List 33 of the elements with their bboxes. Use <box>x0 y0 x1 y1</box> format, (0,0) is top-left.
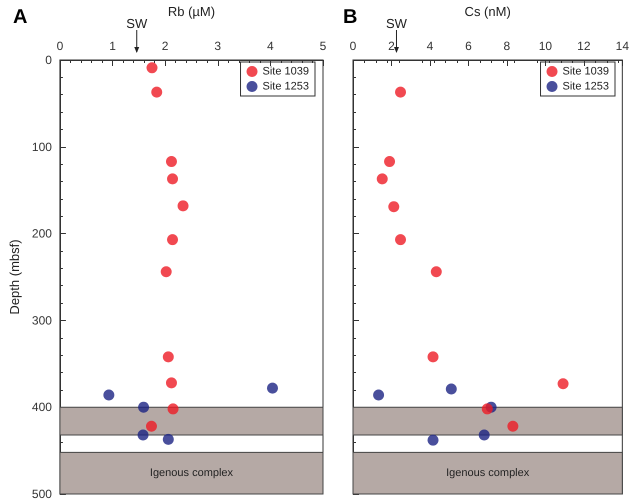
x-tick-label: 2 <box>388 39 396 53</box>
x-tick-label: 0 <box>350 39 357 53</box>
band-label: Igenous complex <box>150 467 234 480</box>
x-tick-label: 14 <box>616 39 630 53</box>
legend-label: Site 1039 <box>562 66 610 78</box>
x-tick-label: 4 <box>426 39 434 53</box>
legend-label: Site 1039 <box>262 66 310 78</box>
x-tick-label: 0 <box>56 39 64 53</box>
y-tick-label: 0 <box>45 53 52 67</box>
y-tick-label: 100 <box>32 140 52 154</box>
y-tick-label: 400 <box>32 400 52 414</box>
x-axis-title: Rb (µM) <box>168 4 216 19</box>
y-tick-label: 500 <box>32 487 52 501</box>
legend-label: Site 1253 <box>562 80 610 92</box>
x-tick-label: 12 <box>577 39 591 53</box>
x-tick-label: 6 <box>465 39 472 53</box>
ref-line-label: SW <box>386 16 408 31</box>
legend-label: Site 1253 <box>262 80 310 92</box>
band-label: Igenous complex <box>446 467 530 480</box>
x-tick-label: 10 <box>538 39 552 53</box>
x-tick-label: 1 <box>109 39 116 53</box>
x-tick-label: 5 <box>320 39 327 53</box>
y-axis-title: Depth (mbsf) <box>7 239 22 315</box>
x-tick-label: 4 <box>267 39 274 53</box>
x-axis-title: Cs (nM) <box>464 4 511 19</box>
y-tick-label: 200 <box>32 226 52 241</box>
chart-title: B <box>343 6 358 28</box>
ref-line-label: SW <box>126 16 148 31</box>
y-tick-label: 300 <box>32 313 52 328</box>
chart-title: A <box>13 6 28 28</box>
x-tick-label: 3 <box>214 39 222 53</box>
x-tick-label: 8 <box>504 39 511 53</box>
x-tick-label: 2 <box>162 39 169 53</box>
